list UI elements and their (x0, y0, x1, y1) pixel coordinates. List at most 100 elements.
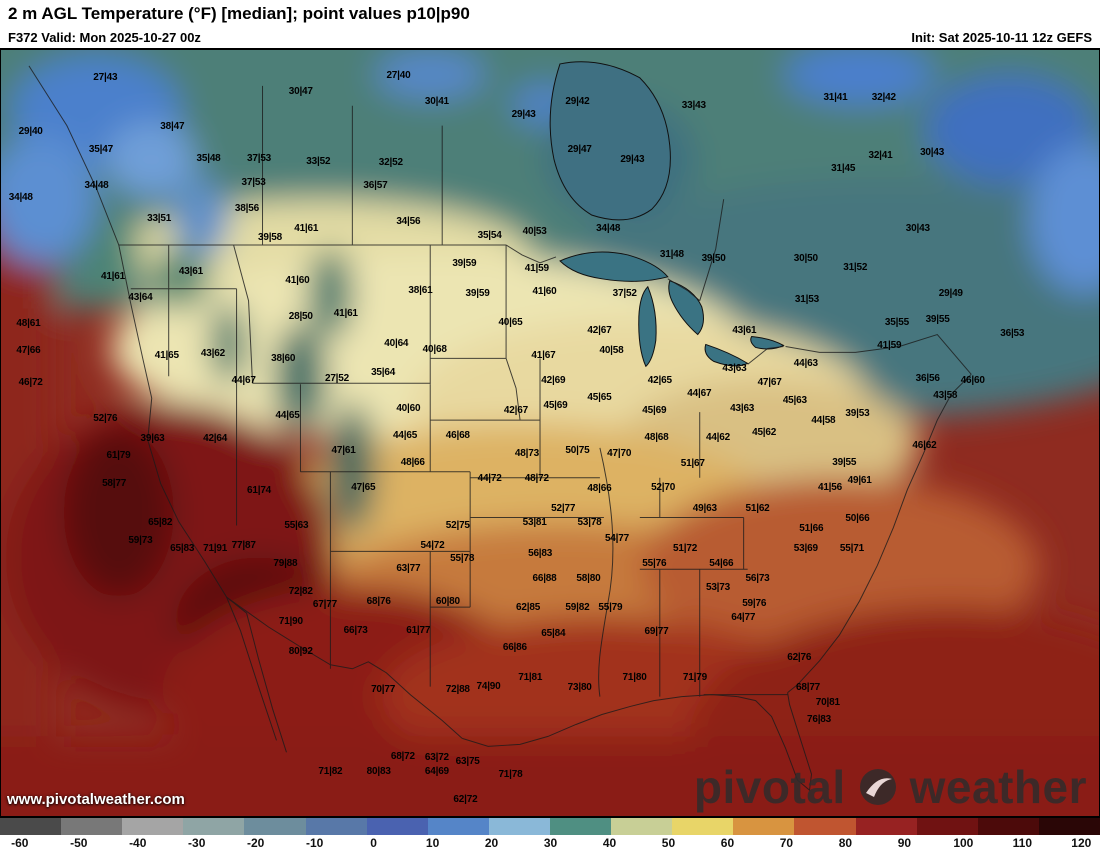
point-value: 42|67 (587, 325, 612, 337)
colorbar-tick: -50 (70, 836, 88, 850)
point-value: 47|70 (607, 447, 632, 459)
point-value: 56|73 (745, 572, 770, 584)
map-canvas[interactable]: 27|43 30|47 27|40 30|41 29|43 29|42 33|43 31|41… (0, 48, 1100, 818)
sub-bar: F372 Valid: Mon 2025-10-27 00z Init: Sat… (0, 27, 1100, 48)
point-value: 65|84 (541, 627, 566, 639)
point-value: 67|77 (312, 599, 337, 611)
point-value: 71|78 (498, 769, 523, 781)
point-value: 45|62 (752, 427, 777, 438)
point-value: 56|83 (528, 548, 553, 560)
init-time-label: Init: Sat 2025-10-11 12z GEFS (911, 30, 1092, 45)
point-value: 49|61 (847, 475, 872, 487)
point-value: 77|87 (231, 539, 256, 551)
colorbar-segment (977, 818, 1039, 835)
point-value: 54|72 (420, 539, 445, 551)
point-value: 55|76 (642, 557, 667, 569)
point-value: 41|56 (817, 482, 843, 494)
point-value: 64|69 (424, 766, 449, 778)
colorbar-tick: 60 (720, 836, 735, 850)
point-value: 54|66 (709, 557, 734, 569)
point-value: 60|80 (435, 596, 460, 608)
point-value: 42|69 (541, 374, 566, 386)
point-value: 39|58 (257, 232, 283, 244)
point-value: 41|61 (100, 270, 126, 282)
point-value: 80|92 (288, 646, 313, 658)
pivotal-weather-logo: pivotal weather (694, 760, 1087, 814)
point-value: 36|56 (915, 373, 940, 385)
colorbar-segment (672, 818, 734, 835)
colorbar-tick: 90 (897, 836, 912, 850)
point-value: 28|50 (288, 310, 313, 322)
point-value: 48|73 (514, 447, 539, 459)
colorbar-segment (305, 818, 367, 835)
point-value: 51|72 (673, 542, 698, 554)
point-value: 41|67 (531, 350, 556, 362)
brand-word-pivotal: pivotal (693, 761, 846, 813)
point-value: 29|49 (938, 288, 963, 300)
point-value: 41|60 (532, 286, 557, 298)
point-value: 43|63 (722, 363, 747, 375)
point-value: 40|58 (599, 345, 624, 357)
colorbar-segment (794, 818, 856, 835)
point-value: 45|65 (587, 391, 612, 403)
point-value: 62|85 (516, 602, 541, 614)
point-value: 72|82 (288, 586, 313, 598)
point-value: 45|63 (782, 394, 807, 406)
point-value: 62|72 (453, 793, 478, 805)
point-value: 35|64 (371, 367, 396, 379)
point-value: 43|61 (178, 266, 203, 278)
point-value: 69|77 (644, 626, 669, 638)
point-value: 40|65 (498, 317, 523, 329)
colorbar-segment (611, 818, 673, 835)
colorbar-segment (183, 818, 245, 835)
point-value: 33|52 (306, 155, 331, 167)
point-value: 65|82 (148, 516, 173, 528)
point-value: 43|63 (730, 403, 755, 415)
point-value: 50|75 (565, 444, 590, 456)
point-value: 80|83 (366, 766, 391, 778)
point-value: 54|77 (604, 532, 629, 544)
colorbar-tick: 50 (661, 836, 676, 850)
point-value: 44|65 (393, 430, 418, 442)
point-value: 72|88 (445, 684, 470, 696)
point-value: 29|43 (620, 153, 645, 165)
point-value: 53|69 (793, 542, 818, 554)
colorbar-segment (366, 818, 428, 835)
point-value: 71|90 (278, 616, 303, 628)
colorbar-tick: 70 (779, 836, 794, 850)
point-value: 39|55 (925, 313, 950, 325)
point-value: 32|41 (868, 150, 893, 162)
colorbar-segment (122, 818, 184, 835)
point-value: 34|48 (84, 180, 109, 192)
point-value: 33|43 (681, 99, 706, 111)
point-value: 37|53 (241, 177, 266, 189)
point-value: 41|61 (333, 308, 358, 320)
colorbar-segment (916, 818, 978, 835)
point-value: 30|43 (905, 223, 930, 235)
colorbar-tick: -30 (188, 836, 206, 850)
point-value: 41|59 (524, 263, 549, 275)
point-value: 30|41 (424, 96, 449, 108)
colorbar-tick: -20 (247, 836, 265, 850)
colorbar-tick: 80 (838, 836, 853, 850)
point-value: 53|73 (705, 582, 731, 594)
point-value: 29|42 (565, 96, 590, 108)
colorbar-ticks: -60 -50 -40 -30 -20 -10 0 10 20 30 40 50 60 70 80 90 100… (0, 835, 1100, 850)
point-value: 39|59 (452, 257, 477, 269)
point-value: 34|48 (596, 223, 621, 235)
colorbar-tick: 100 (953, 836, 974, 850)
point-value: 41|61 (294, 223, 319, 235)
point-value: 61|77 (406, 624, 431, 636)
point-value: 44|63 (793, 358, 818, 370)
valid-time-label: F372 Valid: Mon 2025-10-27 00z (8, 30, 201, 45)
point-value: 35|47 (88, 143, 113, 155)
point-value: 36|53 (1000, 328, 1025, 340)
point-value: 27|52 (324, 373, 350, 385)
point-value: 44|72 (477, 472, 502, 484)
point-value: 63|72 (424, 751, 449, 763)
point-value: 44|65 (275, 410, 300, 422)
point-value: 55|79 (598, 601, 623, 613)
point-value: 63|77 (396, 562, 421, 574)
point-value: 71|82 (318, 766, 343, 778)
point-value: 46|62 (912, 440, 937, 452)
